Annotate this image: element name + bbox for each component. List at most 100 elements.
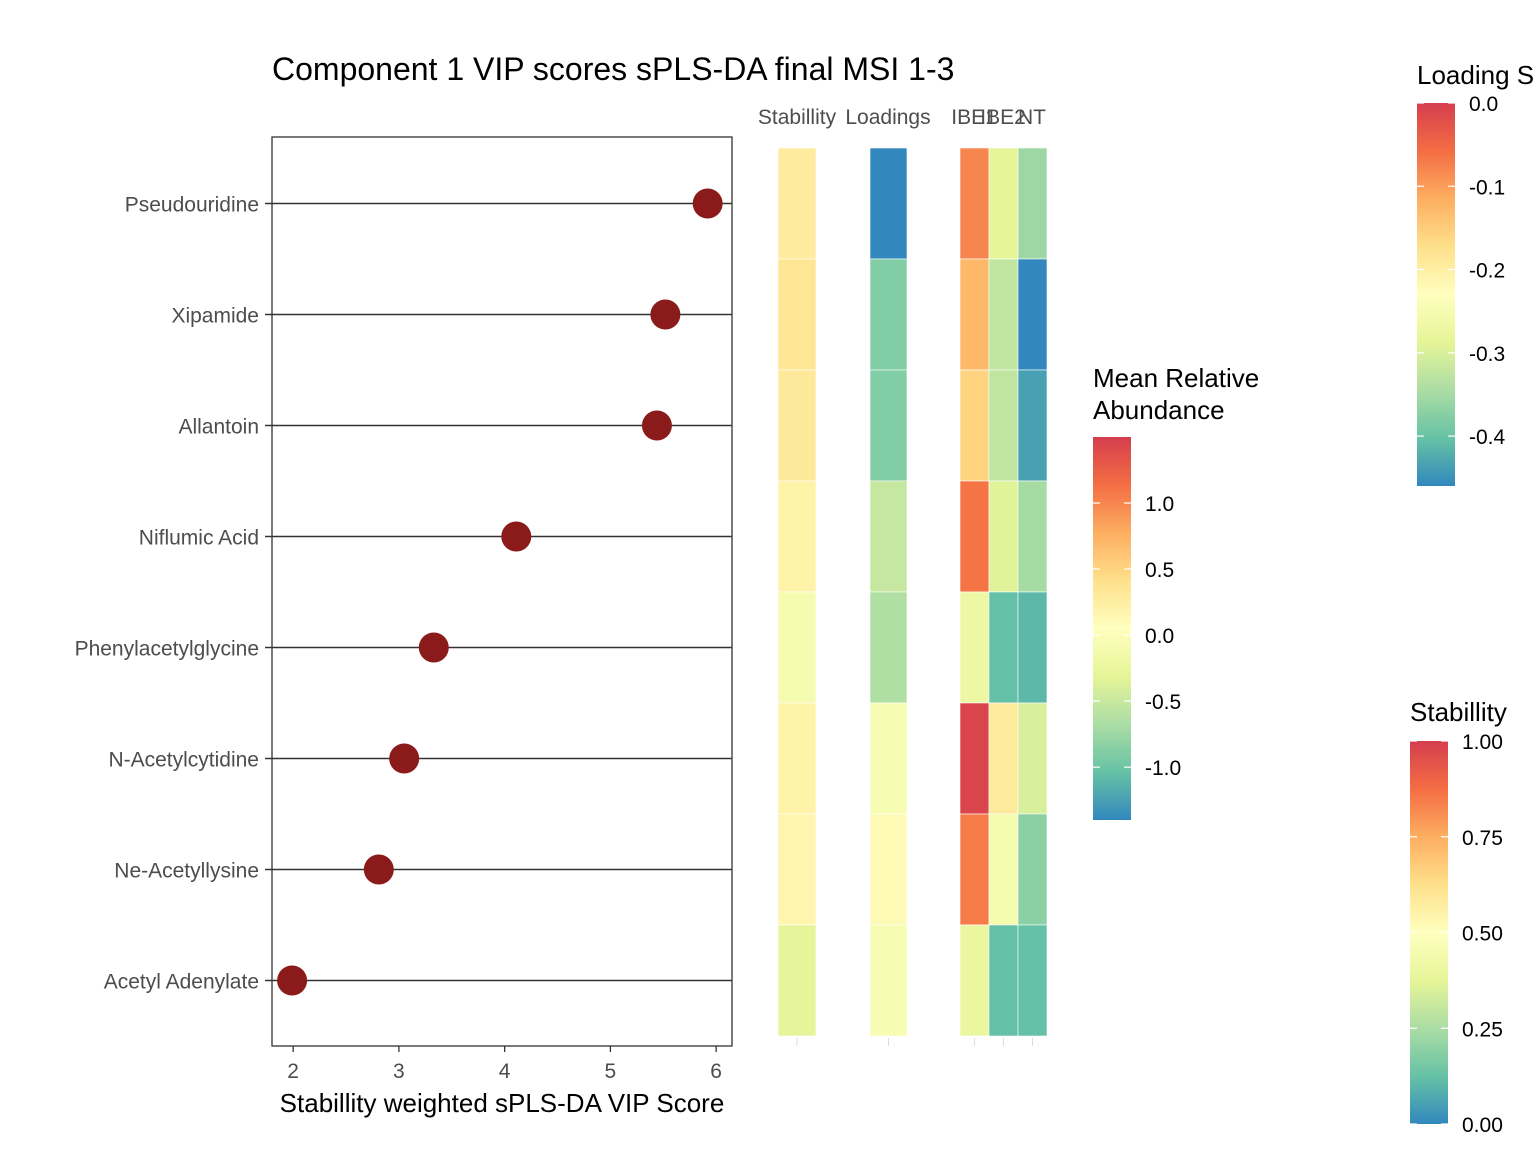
heat-cell-loadings-xipamide bbox=[869, 258, 908, 371]
heat-column-label-loadings: Loadings bbox=[845, 106, 930, 129]
heat-column-label-ibe1: IBE1 bbox=[951, 106, 997, 129]
heat-cell-ibe1-xipamide bbox=[959, 258, 990, 371]
heat-cell-ibe1-n-acetylcytidine bbox=[959, 702, 990, 815]
x-tick-label-2: 2 bbox=[287, 1060, 299, 1083]
heat-cell-stability-xipamide bbox=[777, 258, 817, 371]
heat-cell-ibe1-ne-acetyllysine bbox=[959, 813, 990, 926]
heat-cell-ibe2-pseudouridine bbox=[988, 147, 1019, 260]
heat-cell-nt-acetyl-adenylate bbox=[1017, 924, 1048, 1037]
heat-column-label-ibe2: IBE2 bbox=[980, 106, 1026, 129]
y-tick-label-n-acetylcytidine: N-Acetylcytidine bbox=[108, 749, 259, 772]
heat-cell-stability-phenylacetylglycine bbox=[777, 591, 817, 704]
legend-tick-label: 0.0 bbox=[1469, 93, 1498, 116]
vip-point-acetyl-adenylate bbox=[277, 965, 308, 996]
vip-points bbox=[277, 188, 723, 996]
heat-cell-loadings-acetyl-adenylate bbox=[869, 924, 908, 1037]
legend-tick-label: -0.2 bbox=[1469, 260, 1505, 283]
heat-cell-loadings-ne-acetyllysine bbox=[869, 813, 908, 926]
vip-panel-border bbox=[271, 136, 733, 1047]
legend-tick-label: 0.00 bbox=[1462, 1114, 1503, 1137]
heat-cell-ibe2-acetyl-adenylate bbox=[988, 924, 1019, 1037]
vip-x-ticks: 2 3 4 5 6 bbox=[287, 1046, 722, 1083]
legend-abundance-ticks: 1.0 0.5 0.0 -0.5 -1.0 bbox=[1093, 493, 1181, 780]
heat-cell-ibe1-niflumic-acid bbox=[959, 480, 990, 593]
heat-cell-stability-niflumic-acid bbox=[777, 480, 817, 593]
legend-tick-label: 0.5 bbox=[1145, 559, 1174, 582]
heatmap-bottom-ticks bbox=[796, 1038, 1033, 1046]
heat-cell-ibe2-niflumic-acid bbox=[988, 480, 1019, 593]
x-tick-label-5: 5 bbox=[605, 1060, 617, 1083]
legend-loading-title: Loading S bbox=[1417, 60, 1534, 90]
heat-cell-ibe1-pseudouridine bbox=[959, 147, 990, 260]
vip-panel: Pseudouridine Xipamide Allantoin Niflumic A… bbox=[75, 136, 733, 1118]
legend-tick-label: 0.75 bbox=[1462, 827, 1503, 850]
legend-title-line: Stabillity bbox=[1410, 697, 1507, 727]
legend-stability-title: Stabillity bbox=[1410, 697, 1507, 727]
heat-column-label-nt: NT bbox=[1018, 106, 1046, 129]
heat-cell-stability-ne-acetyllysine bbox=[777, 813, 817, 926]
y-tick-label-ne-acetyllysine: Ne-Acetyllysine bbox=[114, 860, 259, 883]
y-tick-label-allantoin: Allantoin bbox=[178, 416, 259, 439]
legend-stability-ticks: 1.00 0.75 0.50 0.25 0.00 bbox=[1410, 731, 1503, 1137]
vip-point-ne-acetyllysine bbox=[363, 854, 394, 885]
legend-abundance-colorbar bbox=[1093, 437, 1131, 820]
heat-cell-loadings-niflumic-acid bbox=[869, 480, 908, 593]
heat-cell-nt-ne-acetyllysine bbox=[1017, 813, 1048, 926]
legend-tick-label: 0.0 bbox=[1145, 625, 1174, 648]
vip-lines bbox=[265, 202, 732, 982]
vip-point-allantoin bbox=[641, 410, 672, 441]
heat-cell-nt-allantoin bbox=[1017, 369, 1048, 482]
heat-cell-ibe2-phenylacetylglycine bbox=[988, 591, 1019, 704]
vip-point-niflumic-acid bbox=[501, 521, 532, 552]
heat-column-label-stability: Stabillity bbox=[758, 106, 837, 129]
vip-point-xipamide bbox=[650, 299, 681, 330]
legend-tick-label: -0.1 bbox=[1469, 176, 1505, 199]
legend-title-line: Abundance bbox=[1093, 395, 1225, 425]
legend-tick-label: -0.4 bbox=[1469, 426, 1506, 449]
heat-cell-nt-pseudouridine bbox=[1017, 147, 1048, 260]
legend-title-line: Loading S bbox=[1417, 60, 1534, 90]
vip-point-n-acetylcytidine bbox=[389, 743, 420, 774]
legend-tick-label: 0.50 bbox=[1462, 923, 1503, 946]
heat-cell-ibe1-phenylacetylglycine bbox=[959, 591, 990, 704]
legend-stability: Stabillity 1.00 0.75 0.50 0.25 0.00 bbox=[1410, 697, 1507, 1137]
heat-cell-ibe2-ne-acetyllysine bbox=[988, 813, 1019, 926]
heat-cell-nt-n-acetylcytidine bbox=[1017, 702, 1048, 815]
legend-tick-label: 1.00 bbox=[1462, 731, 1503, 754]
y-tick-label-acetyl-adenylate: Acetyl Adenylate bbox=[104, 971, 259, 994]
x-tick-label-3: 3 bbox=[393, 1060, 405, 1083]
heat-cell-ibe2-xipamide bbox=[988, 258, 1019, 371]
legend-tick-label: -0.3 bbox=[1469, 343, 1505, 366]
legend-tick-label: -1.0 bbox=[1145, 757, 1181, 780]
chart-title: Component 1 VIP scores sPLS-DA final MSI… bbox=[272, 51, 954, 87]
heat-cell-stability-acetyl-adenylate bbox=[777, 924, 817, 1037]
vip-point-pseudouridine bbox=[692, 188, 723, 219]
heat-cell-ibe1-acetyl-adenylate bbox=[959, 924, 990, 1037]
heat-cell-loadings-allantoin bbox=[869, 369, 908, 482]
heat-cell-stability-pseudouridine bbox=[777, 147, 817, 260]
legend-tick-label: -0.5 bbox=[1145, 691, 1181, 714]
legend-tick-label: 1.0 bbox=[1145, 493, 1174, 516]
heat-cell-nt-phenylacetylglycine bbox=[1017, 591, 1048, 704]
heat-cell-nt-xipamide bbox=[1017, 258, 1048, 371]
heat-cell-loadings-n-acetylcytidine bbox=[869, 702, 908, 815]
heat-cell-loadings-pseudouridine bbox=[869, 147, 908, 260]
heatmap-cells bbox=[777, 147, 1048, 1037]
vip-point-phenylacetylglycine bbox=[418, 632, 449, 663]
y-tick-label-phenylacetylglycine: Phenylacetylglycine bbox=[75, 638, 259, 661]
x-tick-label-4: 4 bbox=[499, 1060, 511, 1083]
legend-loading: Loading S 0.0 -0.1 -0.2 -0.3 -0.4 bbox=[1417, 60, 1534, 486]
x-tick-label-6: 6 bbox=[710, 1060, 722, 1083]
legend-loading-ticks: 0.0 -0.1 -0.2 -0.3 -0.4 bbox=[1417, 93, 1506, 449]
heat-cell-nt-niflumic-acid bbox=[1017, 480, 1048, 593]
legend-loading-colorbar bbox=[1417, 103, 1455, 486]
heat-cell-loadings-phenylacetylglycine bbox=[869, 591, 908, 704]
heat-cell-ibe2-allantoin bbox=[988, 369, 1019, 482]
y-tick-label-xipamide: Xipamide bbox=[171, 305, 259, 328]
heat-cell-ibe1-allantoin bbox=[959, 369, 990, 482]
